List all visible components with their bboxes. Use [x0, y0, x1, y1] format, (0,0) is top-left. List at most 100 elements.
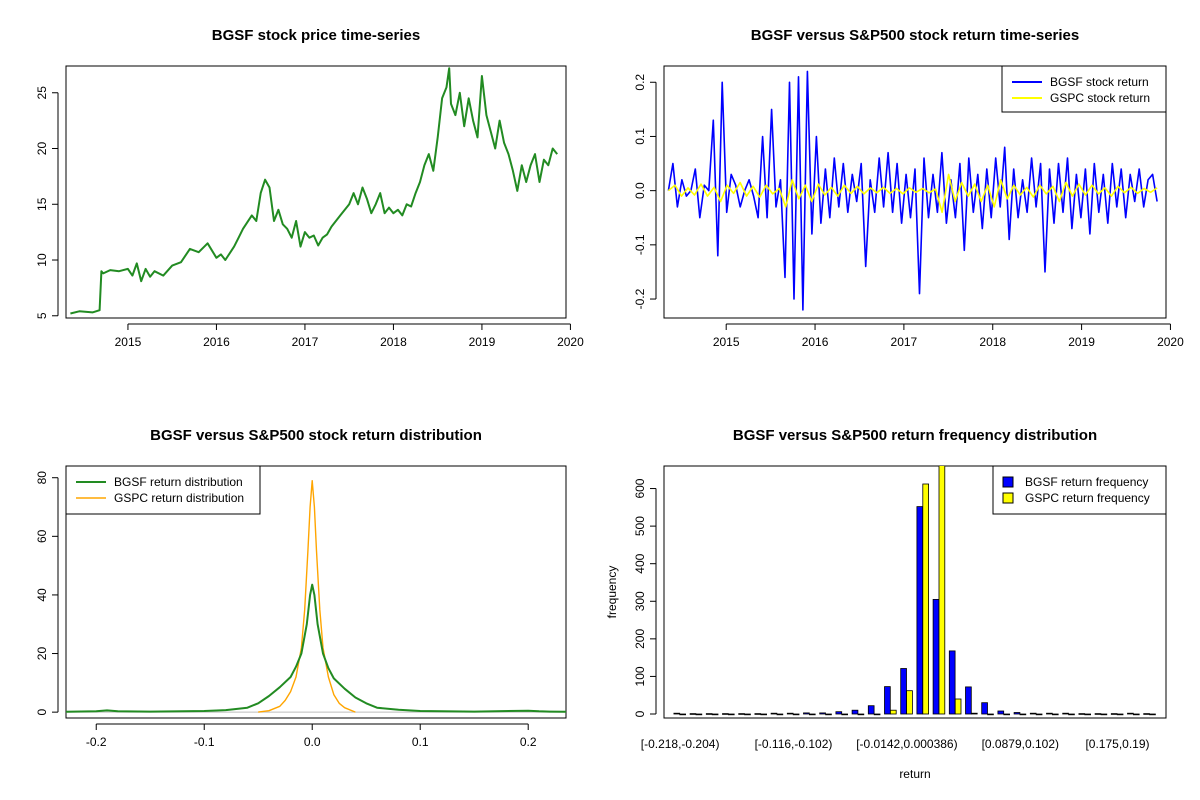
gspc-frequency-bar	[954, 698, 962, 715]
gspc-frequency-bar	[971, 712, 978, 715]
density-legend-label: BGSF return distribution	[114, 475, 243, 489]
gspc-frequency-bar	[1068, 713, 1075, 716]
density-x-tick-label: 0.2	[520, 735, 537, 749]
density-y-tick-label: 20	[35, 647, 49, 661]
price-title: BGSF stock price time-series	[212, 27, 420, 44]
returns-y-tick-label: -0.1	[633, 234, 647, 255]
hist-y-tick-label: 300	[633, 591, 647, 611]
price-x-tick-label: 2015	[115, 335, 142, 349]
price-y-tick-label: 20	[35, 142, 49, 156]
density-y-tick-label: 0	[35, 708, 49, 715]
hist-y-axis-label: frequency	[605, 566, 619, 619]
price-y-axis: 5 10 15 20 25	[35, 86, 59, 319]
bgsf-frequency-bar	[997, 710, 1005, 715]
bgsf-frequency-bar	[819, 712, 826, 715]
returns-y-tick-label: 0.2	[633, 74, 647, 91]
bgsf-density-line	[65, 583, 567, 713]
density-plot-border	[65, 465, 567, 719]
gspc-frequency-bar	[873, 713, 881, 716]
bgsf-frequency-bar	[722, 713, 729, 715]
density-legend: BGSF return distribution GSPC return dist…	[65, 465, 261, 515]
bgsf-frequency-bar	[884, 686, 891, 715]
gspc-frequency-bar	[1100, 713, 1108, 716]
gspc-frequency-bar	[1003, 713, 1010, 716]
price-x-tick-label: 2019	[469, 335, 496, 349]
hist-legend-label: BGSF return frequency	[1025, 475, 1148, 489]
price-x-axis: 2015 2016 2017 2018 2019 2020	[115, 323, 584, 349]
bgsf-frequency-bar	[803, 712, 810, 715]
gspc-frequency-bar	[776, 713, 784, 716]
gspc-frequency-bar	[1133, 713, 1140, 716]
gspc-frequency-bar	[760, 713, 767, 716]
gspc-frequency-bar	[841, 713, 848, 716]
bgsf-frequency-bar	[1013, 712, 1021, 715]
gspc-frequency-bar	[906, 690, 913, 715]
returns-x-tick-label: 2016	[802, 335, 829, 349]
price-plot-border	[65, 65, 567, 319]
bgsf-frequency-bar	[1046, 712, 1053, 715]
gspc-frequency-bar	[792, 713, 800, 716]
hist-legend-swatch	[1002, 476, 1014, 488]
hist-x-tick-label: [-0.0142,0.000386)	[856, 737, 957, 751]
gspc-frequency-bar	[987, 713, 994, 716]
bgsf-frequency-bar	[1110, 713, 1118, 715]
density-legend-box	[65, 465, 261, 515]
hist-y-tick-label: 400	[633, 553, 647, 573]
price-series-group	[70, 67, 558, 315]
hist-x-tick-label: [0.0879,0.102)	[982, 737, 1059, 751]
returns-x-tick-label: 2019	[1068, 335, 1095, 349]
price-x-tick-label: 2017	[292, 335, 319, 349]
gspc-frequency-bar	[1019, 713, 1027, 716]
returns-legend-label: GSPC stock return	[1050, 91, 1150, 105]
bgsf-frequency-bar	[1062, 712, 1069, 715]
returns-plot-border	[663, 65, 1167, 319]
returns-x-tick-label: 2015	[713, 335, 740, 349]
price-y-tick-label: 15	[35, 197, 49, 211]
hist-x-tick-label: [0.175,0.19)	[1085, 737, 1149, 751]
returns-legend: BGSF stock return GSPC stock return	[1001, 65, 1167, 113]
hist-x-labels: [-0.218,-0.204) [-0.116,-0.102) [-0.0142,0…	[641, 737, 1150, 751]
bgsf-frequency-bar	[673, 712, 681, 715]
hist-panel: BGSF versus S&P500 return frequency dist…	[605, 427, 1167, 781]
bgsf-frequency-bar	[981, 702, 988, 715]
gspc-frequency-bar	[1052, 713, 1059, 716]
hist-y-tick-label: 100	[633, 666, 647, 686]
gspc-density-line	[258, 480, 356, 713]
hist-legend-swatch	[1002, 492, 1014, 504]
bgsf-frequency-bar	[1029, 712, 1037, 715]
bgsf-frequency-bar	[689, 713, 697, 715]
density-y-tick-label: 60	[35, 529, 49, 543]
price-series-line	[70, 67, 558, 315]
gspc-frequency-bar	[809, 713, 816, 716]
returns-title: BGSF versus S&P500 stock return time-ser…	[751, 27, 1079, 44]
returns-x-tick-label: 2018	[979, 335, 1006, 349]
returns-y-tick-label: 0.0	[633, 182, 647, 199]
returns-legend-label: BGSF stock return	[1050, 75, 1149, 89]
returns-x-axis: 2015 2016 2017 2018 2019 2020	[713, 323, 1184, 349]
gspc-frequency-bar	[679, 713, 686, 716]
price-y-tick-label: 10	[35, 253, 49, 267]
density-y-tick-label: 40	[35, 588, 49, 602]
bgsf-frequency-bar	[1143, 713, 1150, 715]
returns-legend-box	[1001, 65, 1167, 113]
bgsf-frequency-bar	[932, 599, 940, 715]
returns-y-tick-label: -0.2	[633, 288, 647, 309]
price-x-tick-label: 2016	[203, 335, 230, 349]
gspc-frequency-bar	[938, 466, 946, 715]
hist-x-tick-label: [-0.218,-0.204)	[641, 737, 720, 751]
bgsf-frequency-bar	[916, 506, 924, 715]
price-x-tick-label: 2020	[557, 335, 584, 349]
hist-plot-border	[663, 465, 1167, 719]
bgsf-frequency-bar	[754, 713, 762, 715]
density-x-axis: -0.2 -0.1 0.0 0.1 0.2	[86, 723, 537, 749]
hist-title: BGSF versus S&P500 return frequency dist…	[733, 427, 1097, 444]
density-x-tick-label: -0.1	[194, 735, 215, 749]
gspc-frequency-bar	[857, 713, 865, 716]
bgsf-frequency-bar	[948, 650, 956, 715]
bgsf-frequency-bar	[835, 711, 843, 715]
hist-y-tick-label: 500	[633, 516, 647, 536]
density-series-group	[65, 480, 567, 713]
price-y-tick-label: 5	[35, 312, 49, 319]
gspc-frequency-bar	[695, 713, 703, 716]
price-x-tick-label: 2018	[380, 335, 407, 349]
